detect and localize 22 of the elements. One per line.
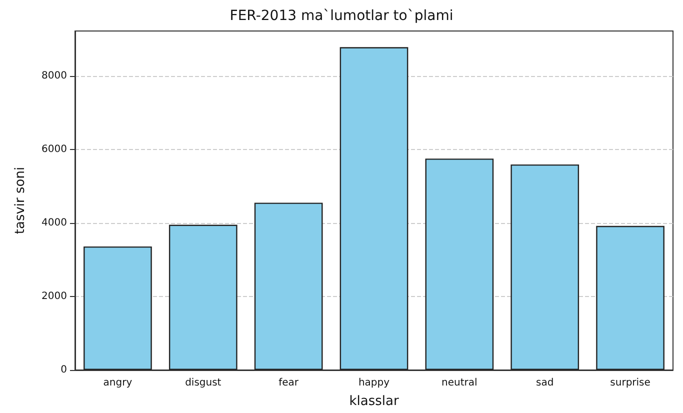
bar: [254, 202, 323, 370]
bar: [84, 246, 152, 370]
y-tick-label: 2000: [42, 290, 67, 302]
x-axis-title: klasslar: [349, 394, 400, 409]
bar: [510, 164, 580, 370]
y-axis-title: tasvir soni: [13, 166, 28, 234]
x-tick-label: surprise: [610, 378, 650, 388]
bar: [168, 224, 238, 370]
x-tick-label: fear: [278, 378, 300, 388]
x-tick-label: neutral: [442, 378, 478, 388]
x-tick-label: sad: [536, 378, 554, 388]
bar: [596, 226, 664, 370]
x-tick-label: angry: [103, 378, 132, 388]
bar: [340, 47, 408, 370]
bar: [425, 158, 494, 370]
y-tick-label: 8000: [42, 70, 67, 82]
y-tick-label: 4000: [42, 217, 67, 228]
chart-title: FER-2013 ma`lumotlar to`plami: [230, 8, 454, 24]
x-tick-label: happy: [358, 378, 390, 388]
y-tick-label: 0: [60, 364, 67, 376]
y-tick-label: 6000: [42, 144, 67, 155]
x-tick-label: disgust: [185, 378, 222, 388]
